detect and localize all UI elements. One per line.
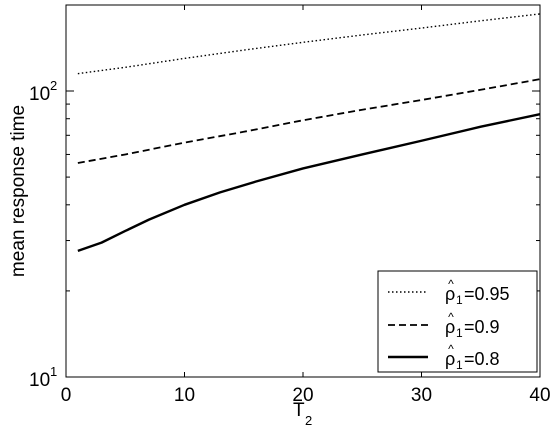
legend-entries: ^ρ 1 =0.95^ρ 1 =0.9^ρ 1 =0.8 [388, 277, 510, 372]
legend-rho-subscript: 1 [456, 293, 463, 307]
x-axis-label: T [293, 400, 305, 421]
series-line-solid [77, 112, 541, 253]
legend-rho-hat: ^ [448, 310, 454, 324]
axis-ticks [65, 5, 541, 378]
x-tick-label-3: 30 [411, 385, 432, 406]
x-axis-label-main: T [293, 400, 305, 421]
legend-box [377, 270, 538, 373]
y-tick-label-0: 10 [29, 370, 50, 391]
series-line-dashed [77, 78, 541, 164]
x-tick-label-0: 0 [61, 385, 72, 406]
legend-rho-subscript: 1 [456, 326, 463, 340]
legend-rho-symbol: ρ [445, 284, 455, 304]
series-lines [77, 13, 541, 253]
legend-rho-hat: ^ [448, 342, 454, 356]
legend-label-0: =0.95 [464, 284, 510, 304]
legend-rho-symbol: ρ [445, 349, 455, 369]
legend-label-2: =0.8 [464, 349, 500, 369]
y-tick-label-exp-1: 2 [50, 78, 57, 93]
y-axis-label: mean response time [8, 105, 29, 277]
legend-label-1: =0.9 [464, 317, 500, 337]
legend-rho-hat: ^ [448, 277, 454, 291]
x-axis-label-subscript: 2 [305, 413, 312, 428]
legend-rho-symbol: ρ [445, 317, 455, 337]
y-tick-label-1: 10 [29, 84, 50, 105]
legend: ^ρ 1 =0.95^ρ 1 =0.9^ρ 1 =0.8 [377, 270, 538, 373]
legend-rho-subscript: 1 [456, 358, 463, 372]
x-tick-label-2: 20 [292, 385, 313, 406]
x-tick-label-4: 40 [529, 385, 550, 406]
x-tick-label-1: 10 [174, 385, 195, 406]
y-tick-label-exp-0: 1 [50, 364, 57, 379]
